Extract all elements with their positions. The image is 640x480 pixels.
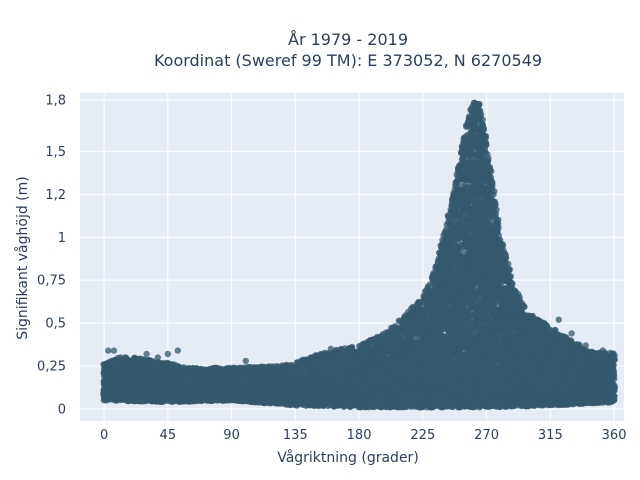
chart-title-line-1: År 1979 - 2019 [288,30,408,49]
chart-title-line-2: Koordinat (Sweref 99 TM): E 373052, N 62… [154,51,542,70]
